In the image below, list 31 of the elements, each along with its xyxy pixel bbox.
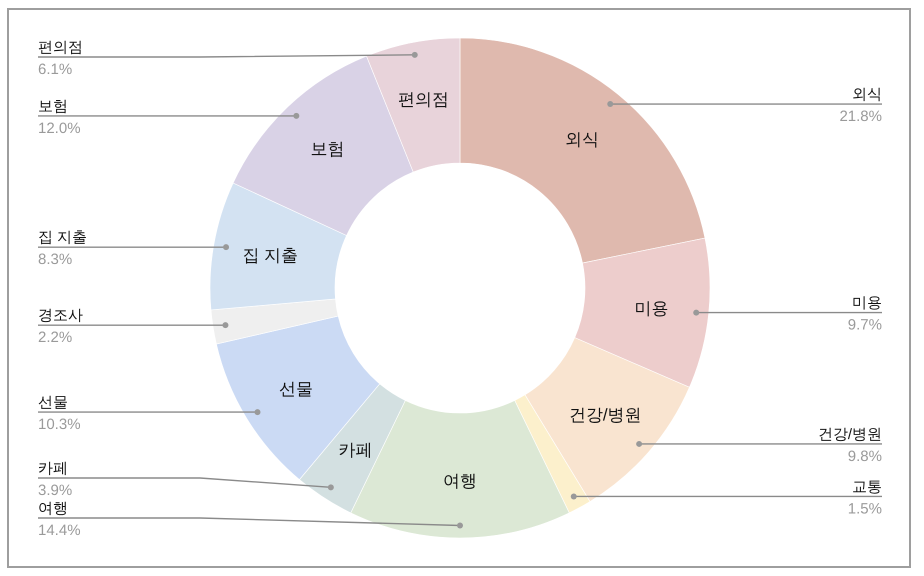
slice-label: 카페 <box>38 460 68 477</box>
slice-label: 편의점 <box>398 90 449 110</box>
slice-label: 외식 <box>852 86 882 104</box>
slice-label: 카페 <box>338 440 372 460</box>
data-label: 9.7% <box>848 316 882 334</box>
slice-label: 교통 <box>852 478 882 496</box>
slice-label: 선물 <box>38 394 68 412</box>
slice-label: 여행 <box>443 472 477 490</box>
slice-label: 미용 <box>634 298 668 318</box>
slice-label: 경조사 <box>38 307 83 324</box>
slice-label: 집 지출 <box>38 229 88 246</box>
data-label: 1.5% <box>848 500 882 518</box>
data-label: 2.2% <box>38 329 72 346</box>
slice-label: 여행 <box>38 500 68 517</box>
data-label: 9.8% <box>848 448 882 465</box>
slice-label: 선물 <box>278 380 313 399</box>
data-label: 3.9% <box>38 482 72 499</box>
slice-label: 건강/병원 <box>818 426 882 443</box>
slice-label: 보험 <box>310 140 344 159</box>
data-label: 10.3% <box>38 416 81 434</box>
data-label: 14.4% <box>38 522 81 539</box>
data-label: 6.1% <box>38 61 72 78</box>
slice-label: 집 지출 <box>242 246 298 265</box>
data-label: 8.3% <box>38 251 72 268</box>
slice-label: 건강/병원 <box>568 405 642 424</box>
slice-label: 보험 <box>38 98 68 115</box>
data-label: 12.0% <box>38 120 81 137</box>
slice-label: 편의점 <box>38 39 83 56</box>
data-label: 21.8% <box>839 108 882 126</box>
slice-label: 미용 <box>852 294 882 312</box>
slice-label: 외식 <box>564 130 599 149</box>
